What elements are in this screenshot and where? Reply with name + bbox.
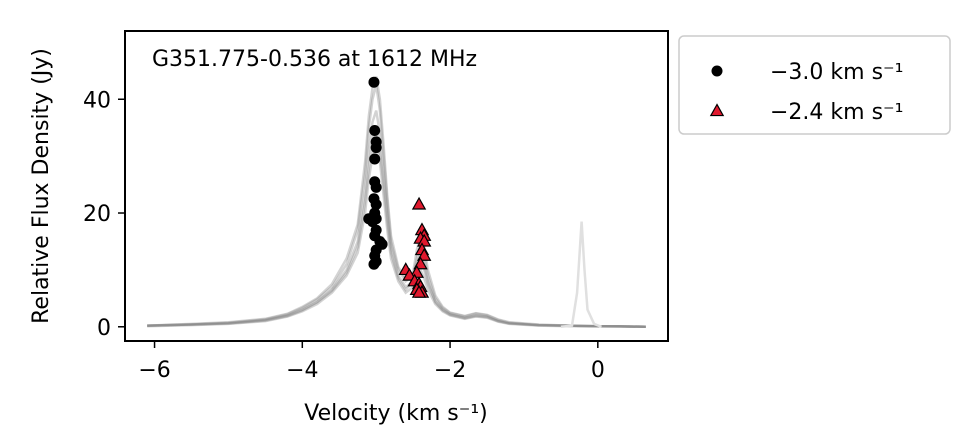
legend-marker-triangle [709,103,725,117]
data-point-circle [369,125,381,137]
data-point-circle [370,142,382,154]
legend-label: −2.4 km s⁻¹ [770,100,903,125]
data-point-triangle [411,196,427,210]
data-point-circle [368,258,380,270]
y-tick-label: 40 [83,88,111,113]
spectrum-line [147,110,646,329]
y-tick-label: 20 [83,202,111,227]
axes-frame [124,30,669,342]
x-axis-label: Velocity (km s⁻¹) [304,401,488,426]
legend-frame [678,35,951,135]
data-point-triangle [411,284,427,298]
data-point-triangle [413,256,428,270]
x-tick-label: −2 [434,358,466,383]
outlier-spectrum-line [560,221,602,329]
data-point-circle [369,153,381,165]
spectrum-line [147,138,646,329]
spectrum-line [147,76,646,329]
spectrum-line [147,84,646,329]
legend-marker-circle [711,65,723,77]
data-point-circle [363,213,375,225]
data-point-circle [370,181,382,193]
x-tick-label: 0 [591,358,605,383]
plot-area [147,76,646,329]
y-axis: 0 20 40 [83,88,125,341]
legend-label: −3.0 km s⁻¹ [770,60,903,85]
y-axis-label: Relative Flux Density (Jy) [29,48,54,324]
x-tick-label: −6 [138,358,170,383]
data-point-triangle [417,233,432,247]
data-point-triangle [409,265,425,278]
data-point-circle [368,76,380,88]
chart-title: G351.775-0.536 at 1612 MHz [152,47,477,72]
legend: −3.0 km s⁻¹ −2.4 km s⁻¹ [678,35,951,135]
x-tick-label: −4 [286,358,318,383]
y-tick-label: 0 [97,316,111,341]
x-axis: −6 −4 −2 0 [138,341,605,383]
data-point-triangle [417,247,432,261]
spectrum-line [147,127,646,329]
data-point-circle [370,198,382,210]
